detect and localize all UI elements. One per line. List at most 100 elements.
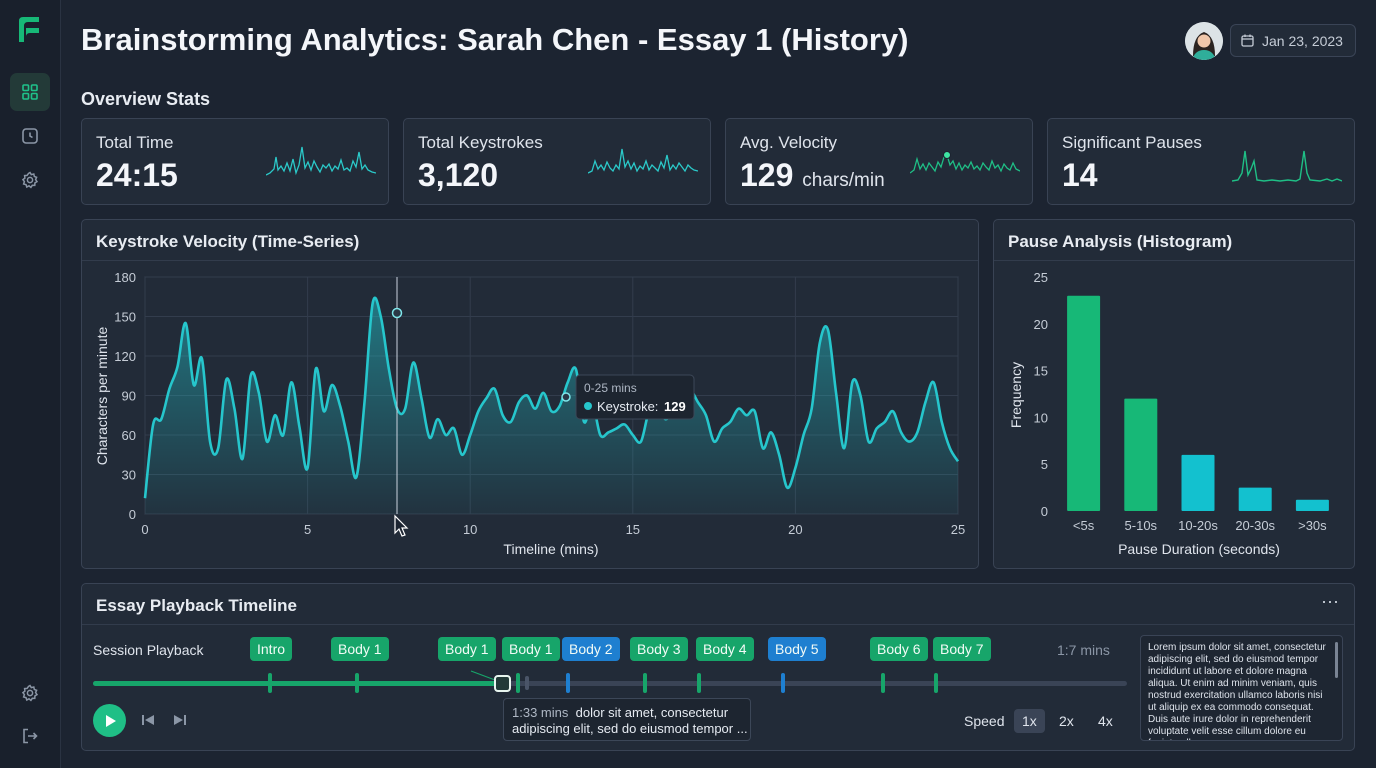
histogram-bar <box>1067 295 1101 511</box>
x-tick-label: >30s <box>1298 518 1327 533</box>
speed-4x-button[interactable]: 4x <box>1098 713 1113 729</box>
stat-card-total-keystrokes: Total Keystrokes 3,120 <box>403 118 711 205</box>
x-tick-label: 15 <box>626 522 640 537</box>
segment-chip-body6[interactable]: Body 6 <box>870 637 928 661</box>
segment-chip-intro[interactable]: Intro <box>250 637 293 661</box>
play-button[interactable] <box>93 704 126 737</box>
page-title: Brainstorming Analytics: Sarah Chen - Es… <box>81 22 909 57</box>
tooltip-range: 0-25 mins <box>584 381 637 395</box>
segment-chip-body3[interactable]: Body 3 <box>630 637 688 661</box>
tooltip-line1: dolor sit amet, consectetur <box>575 705 729 720</box>
hover-point <box>391 307 403 319</box>
gear-icon <box>21 171 39 189</box>
sparkline <box>588 148 698 174</box>
x-tick-label: 20-30s <box>1235 518 1275 533</box>
dashboard-nav-button[interactable] <box>10 73 50 111</box>
segment-chip-body1[interactable]: Body 1 <box>331 637 389 661</box>
stat-card-significant-pauses: Significant Pauses 14 <box>1047 118 1355 205</box>
stat-unit: chars/min <box>802 170 885 191</box>
tooltip-point <box>561 392 571 402</box>
main-content: Brainstorming Analytics: Sarah Chen - Es… <box>61 0 1376 768</box>
stat-value: 129 chars/min <box>740 157 885 193</box>
y-tick-label: 10 <box>1034 410 1048 425</box>
segment-chip-body7[interactable]: Body 7 <box>933 637 991 661</box>
gear-icon <box>21 684 39 702</box>
segment-chip-body2[interactable]: Body 2 <box>562 637 620 661</box>
logout-icon <box>23 728 38 744</box>
x-axis-label: Pause Duration (seconds) <box>1118 541 1280 557</box>
skip-back-button[interactable] <box>141 713 155 732</box>
segment-chip-body1[interactable]: Body 1 <box>438 637 496 661</box>
x-tick-label: 25 <box>951 522 965 537</box>
y-tick-label: 5 <box>1041 457 1048 472</box>
tooltip-label: Keystroke: <box>597 399 658 414</box>
speed-1x-button[interactable]: 1x <box>1014 709 1045 733</box>
y-axis-label: Characters per minute <box>94 327 110 466</box>
x-tick-label: 10-20s <box>1178 518 1218 533</box>
overview-label: Overview Stats <box>81 89 211 109</box>
pause-histogram[interactable]: 0 5 10 15 20 25 <5s 5-10s 10-20s 20-30s >30s Paus… <box>994 220 1354 568</box>
calendar-icon <box>1241 34 1254 47</box>
settings-nav-button[interactable] <box>10 161 50 199</box>
skip-forward-button[interactable] <box>173 713 187 732</box>
date-picker[interactable]: Jan 23, 2023 <box>1230 24 1356 57</box>
velocity-tooltip: 0-25 mins Keystroke: 129 <box>575 374 695 420</box>
divider <box>82 260 978 261</box>
tooltip-line2: adipiscing elit, sed do eiusmod tempor .… <box>512 721 748 736</box>
x-tick-label: 0 <box>141 522 148 537</box>
segment-chip-body1[interactable]: Body 1 <box>502 637 560 661</box>
preview-scrollbar[interactable] <box>1335 642 1338 678</box>
y-tick-label: 15 <box>1034 364 1048 379</box>
velocity-chart[interactable]: 0 30 60 90 120 150 180 0 5 10 15 20 25 0-25 mins Key… <box>82 220 978 568</box>
sparkline <box>910 151 1020 174</box>
stat-value: 24:15 <box>96 157 178 193</box>
y-tick-label: 180 <box>114 270 136 285</box>
y-tick-label: 25 <box>1034 270 1048 285</box>
skip-forward-icon <box>174 715 186 725</box>
segment-chip-body4[interactable]: Body 4 <box>696 637 754 661</box>
segment-chip-body5[interactable]: Body 5 <box>768 637 826 661</box>
y-tick-label: 150 <box>114 310 136 325</box>
histogram-bar <box>1124 398 1158 511</box>
sparkline <box>1232 150 1342 182</box>
grid-icon <box>22 84 38 100</box>
velocity-line <box>143 296 960 499</box>
essay-preview[interactable]: Lorem ipsum dolor sit amet, consectetur … <box>1140 635 1343 741</box>
playback-scrubber[interactable] <box>91 662 1131 698</box>
bottom-settings-button[interactable] <box>10 674 50 712</box>
stat-label: Total Time <box>96 133 174 152</box>
avatar[interactable] <box>1185 22 1223 60</box>
x-tick-label: 20 <box>788 522 802 537</box>
scrubber-handle[interactable] <box>494 675 511 692</box>
date-label: Jan 23, 2023 <box>1262 32 1343 49</box>
skip-back-icon <box>142 715 154 725</box>
velocity-area <box>145 297 958 514</box>
sidebar <box>0 0 61 768</box>
y-tick-label: 0 <box>129 507 136 522</box>
stat-value: 3,120 <box>418 157 499 193</box>
preview-text: Lorem ipsum dolor sit amet, consectetur … <box>1148 642 1326 740</box>
x-tick-label: 5 <box>304 522 311 537</box>
panel-title: Pause Analysis (Histogram) <box>1008 232 1233 251</box>
x-tick-label: <5s <box>1073 518 1095 533</box>
y-tick-label: 0 <box>1041 504 1048 519</box>
speed-2x-button[interactable]: 2x <box>1059 713 1074 729</box>
y-tick-label: 60 <box>122 428 136 443</box>
histogram-bar <box>1238 487 1272 511</box>
more-options-icon[interactable]: ⋯ <box>1321 592 1340 612</box>
stat-value: 14 <box>1062 157 1098 193</box>
y-tick-label: 20 <box>1034 317 1048 332</box>
history-nav-button[interactable] <box>10 117 50 155</box>
stat-label: Significant Pauses <box>1062 133 1202 152</box>
histogram-bar <box>1181 454 1215 511</box>
y-tick-label: 90 <box>122 389 136 404</box>
x-tick-label: 5-10s <box>1125 518 1158 533</box>
stat-card-total-time: Total Time 24:15 <box>81 118 389 205</box>
y-tick-label: 120 <box>114 349 136 364</box>
app-logo[interactable] <box>15 14 45 46</box>
clock-icon <box>22 128 38 144</box>
histogram-bar <box>1295 499 1329 511</box>
divider <box>82 624 1354 625</box>
logout-button[interactable] <box>10 717 50 755</box>
tooltip-value: 129 <box>664 399 686 414</box>
